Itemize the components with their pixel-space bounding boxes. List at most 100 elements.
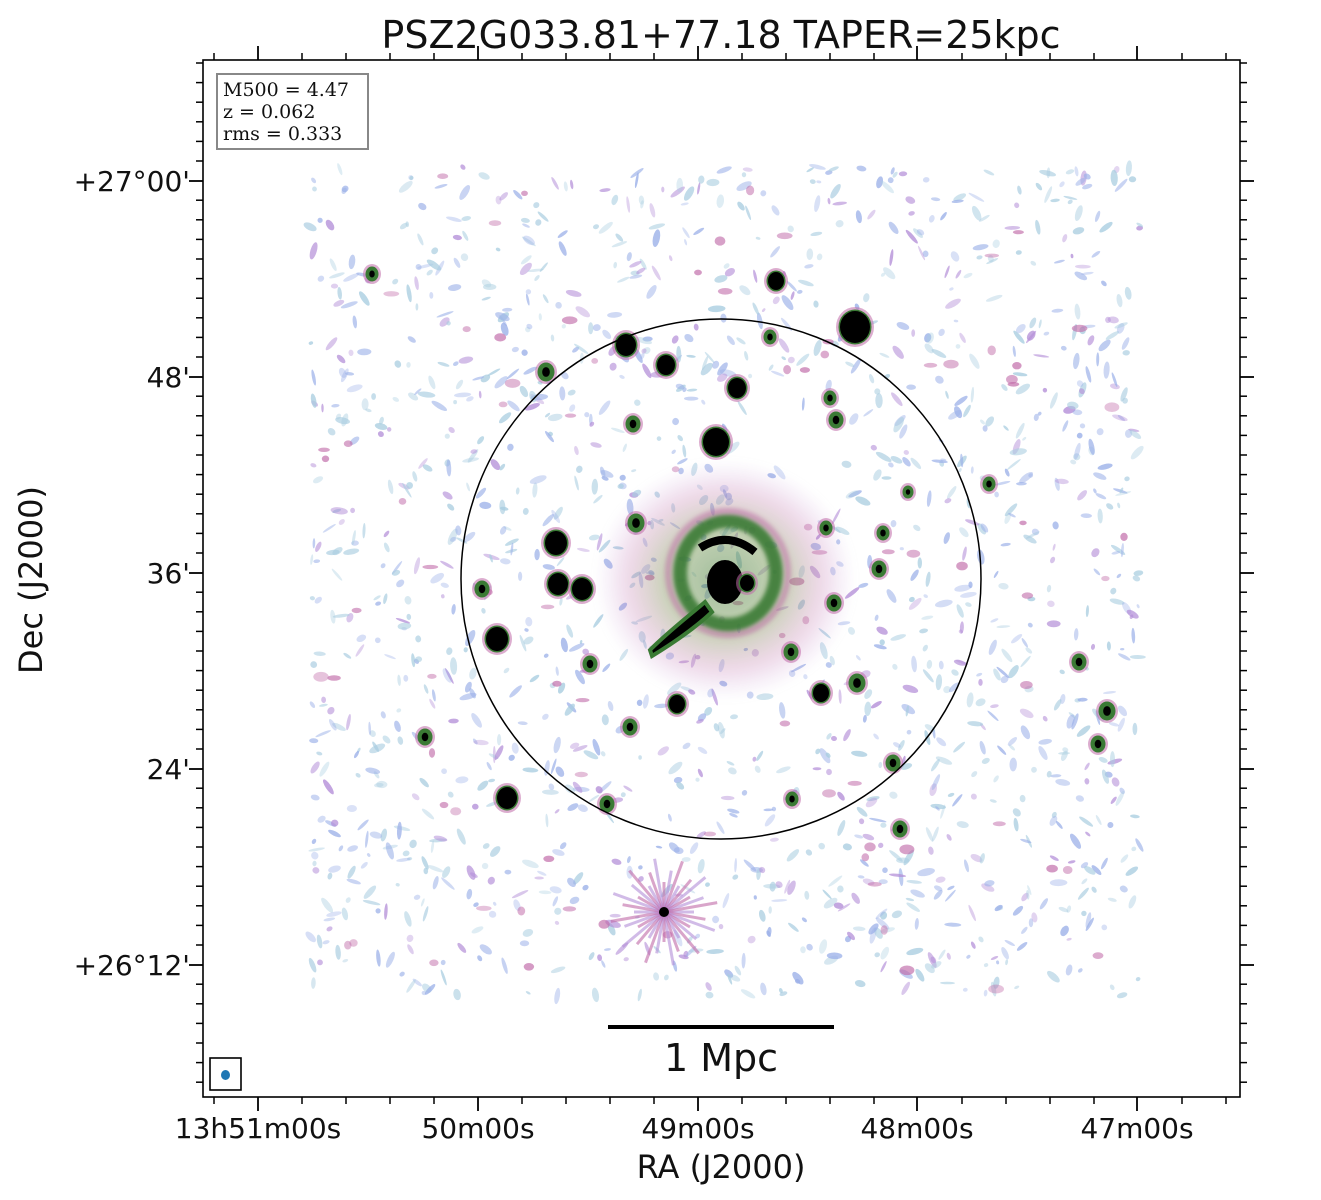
noise-speckle bbox=[366, 853, 371, 857]
noise-speckle bbox=[963, 272, 973, 279]
noise-speckle bbox=[626, 252, 632, 262]
noise-speckle bbox=[630, 168, 644, 178]
noise-speckle bbox=[1079, 388, 1085, 395]
noise-speckle bbox=[592, 224, 600, 230]
noise-speckle bbox=[880, 911, 888, 920]
noise-speckle bbox=[450, 536, 457, 542]
noise-speckle bbox=[412, 978, 422, 987]
noise-speckle bbox=[1136, 604, 1140, 609]
noise-speckle bbox=[875, 908, 888, 920]
noise-speckle bbox=[887, 177, 894, 184]
noise-speckle bbox=[511, 346, 519, 353]
noise-speckle bbox=[559, 842, 567, 850]
noise-speckle bbox=[463, 531, 476, 543]
noise-speckle bbox=[534, 275, 540, 281]
noise-speckle bbox=[432, 876, 439, 890]
y-tick-label: +27°00' bbox=[74, 165, 190, 198]
noise-speckle bbox=[1109, 598, 1125, 605]
noise-speckle bbox=[599, 466, 606, 478]
noise-speckle bbox=[917, 557, 922, 569]
noise-speckle bbox=[469, 667, 477, 680]
noise-speckle bbox=[673, 776, 683, 784]
noise-speckle bbox=[814, 195, 821, 212]
noise-speckle bbox=[517, 906, 526, 916]
point-source bbox=[874, 523, 892, 543]
noise-speckle bbox=[521, 236, 536, 247]
noise-speckle bbox=[1109, 383, 1120, 390]
noise-speckle bbox=[806, 167, 814, 173]
noise-speckle bbox=[329, 272, 345, 279]
noise-speckle bbox=[597, 954, 603, 962]
noise-speckle bbox=[1046, 620, 1061, 628]
noise-speckle bbox=[1084, 762, 1090, 771]
noise-speckle bbox=[1001, 384, 1008, 391]
noise-speckle bbox=[1131, 846, 1137, 852]
noise-speckle bbox=[809, 179, 816, 184]
noise-speckle bbox=[522, 859, 539, 869]
noise-speckle bbox=[714, 275, 728, 283]
noise-speckle bbox=[574, 445, 579, 456]
noise-speckle bbox=[607, 923, 616, 936]
noise-speckle bbox=[667, 813, 672, 822]
point-source bbox=[821, 388, 839, 408]
point-source bbox=[568, 574, 596, 604]
noise-speckle bbox=[993, 668, 1001, 681]
noise-speckle bbox=[753, 269, 758, 283]
noise-speckle bbox=[481, 862, 489, 870]
point-source bbox=[363, 264, 381, 284]
noise-speckle bbox=[745, 205, 752, 221]
noise-speckle bbox=[504, 538, 519, 546]
noise-speckle bbox=[804, 264, 814, 269]
noise-speckle bbox=[1090, 643, 1096, 650]
noise-speckle bbox=[946, 834, 952, 841]
noise-speckle bbox=[333, 299, 345, 307]
noise-speckle bbox=[1047, 970, 1060, 983]
noise-speckle bbox=[1059, 181, 1065, 188]
noise-speckle bbox=[601, 960, 606, 968]
noise-speckle bbox=[1125, 160, 1132, 176]
noise-speckle bbox=[351, 540, 359, 546]
noise-speckle bbox=[551, 509, 561, 524]
noise-speckle bbox=[740, 989, 756, 999]
noise-speckle bbox=[706, 949, 724, 954]
noise-speckle bbox=[422, 464, 433, 472]
noise-speckle bbox=[544, 412, 551, 418]
noise-speckle bbox=[970, 466, 974, 474]
noise-speckle bbox=[990, 981, 997, 997]
noise-speckle bbox=[383, 542, 390, 553]
noise-speckle bbox=[517, 571, 523, 581]
noise-speckle bbox=[923, 594, 928, 598]
noise-speckle bbox=[676, 177, 684, 193]
noise-speckle bbox=[768, 364, 774, 371]
noise-speckle bbox=[899, 965, 915, 976]
noise-speckle bbox=[321, 455, 330, 463]
burst-ray bbox=[663, 910, 716, 932]
point-source bbox=[620, 716, 640, 738]
noise-speckle bbox=[404, 911, 412, 927]
noise-speckle bbox=[826, 952, 843, 960]
noise-speckle bbox=[1124, 476, 1130, 482]
noise-speckle bbox=[716, 194, 725, 208]
x-tick-labels: 13h51m00s 50m00s 49m00s 48m00s 47m00s bbox=[175, 1112, 1194, 1145]
noise-speckle bbox=[499, 463, 506, 471]
noise-speckle bbox=[406, 284, 412, 303]
noise-speckle bbox=[1129, 614, 1134, 619]
noise-speckle bbox=[946, 486, 957, 499]
noise-speckle bbox=[1038, 746, 1048, 760]
source-core bbox=[840, 311, 870, 343]
noise-speckle bbox=[726, 761, 735, 766]
noise-speckle bbox=[944, 498, 952, 504]
noise-speckle bbox=[386, 427, 392, 432]
noise-speckle bbox=[369, 730, 376, 737]
noise-speckle bbox=[1101, 575, 1110, 582]
noise-speckle bbox=[542, 564, 555, 570]
noise-speckle bbox=[931, 459, 948, 464]
noise-speckle bbox=[890, 520, 897, 528]
noise-speckle bbox=[1128, 176, 1137, 183]
noise-speckle bbox=[1065, 169, 1075, 175]
noise-speckle bbox=[421, 856, 429, 870]
noise-speckle bbox=[611, 241, 628, 248]
noise-speckle bbox=[717, 362, 728, 376]
noise-speckle bbox=[442, 866, 451, 878]
noise-speckle bbox=[331, 403, 340, 408]
